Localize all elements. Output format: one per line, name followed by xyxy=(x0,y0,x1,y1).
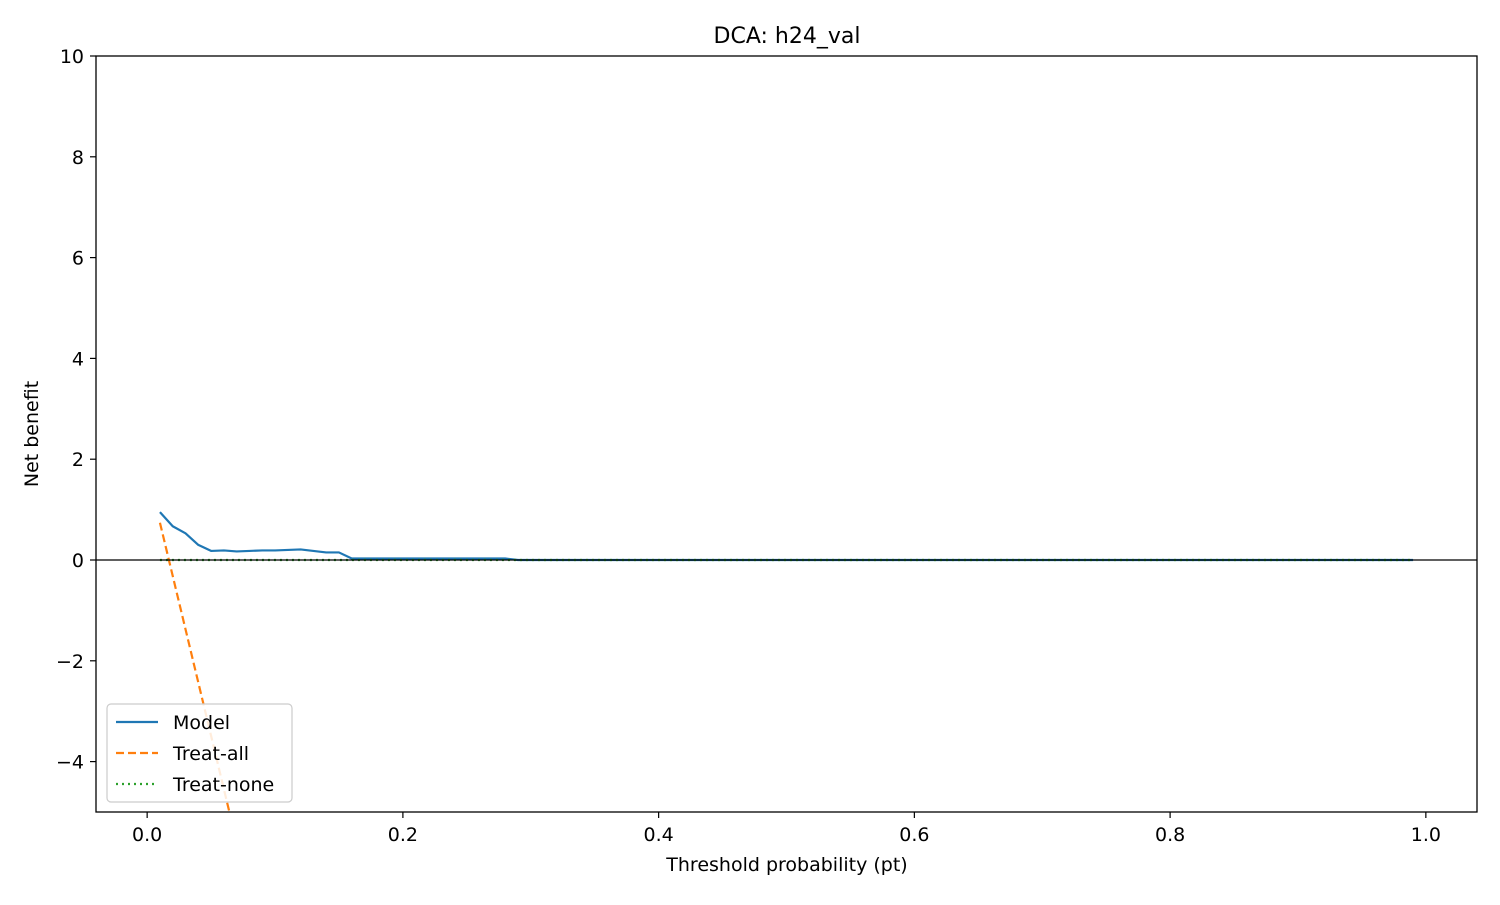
x-tick-label: 1.0 xyxy=(1411,824,1441,846)
y-tick-label: 0 xyxy=(72,550,84,572)
y-axis-label: Net benefit xyxy=(21,381,43,487)
x-tick-label: 0.0 xyxy=(132,824,162,846)
y-tick-label: 6 xyxy=(72,248,84,270)
x-tick-label: 0.8 xyxy=(1155,824,1185,846)
legend-label: Treat-none xyxy=(172,774,274,796)
x-tick-label: 0.4 xyxy=(644,824,674,846)
y-tick-label: −2 xyxy=(56,651,84,673)
plot-area: 0.0 0.2 0.4 0.6 0.8 1.0 −4 −2 0 2 4 6 8 10 Model Treat-… xyxy=(56,46,1478,846)
x-tick-label: 0.2 xyxy=(388,824,418,846)
legend-label: Treat-all xyxy=(172,743,249,765)
y-tick-label: −4 xyxy=(56,752,84,774)
y-tick-label: 10 xyxy=(60,46,84,68)
chart-title: DCA: h24_val xyxy=(714,24,861,49)
y-tick-label: 4 xyxy=(72,348,84,370)
legend-label: Model xyxy=(173,712,230,734)
legend: Model Treat-all Treat-none xyxy=(106,703,293,803)
x-axis-label: Threshold probability (pt) xyxy=(665,854,907,876)
y-tick-label: 2 xyxy=(72,449,84,471)
legend-box xyxy=(106,703,293,803)
series-line-model xyxy=(159,511,1414,562)
plot-frame xyxy=(95,55,1478,813)
y-tick-label: 8 xyxy=(72,147,84,169)
x-tick-label: 0.6 xyxy=(899,824,929,846)
